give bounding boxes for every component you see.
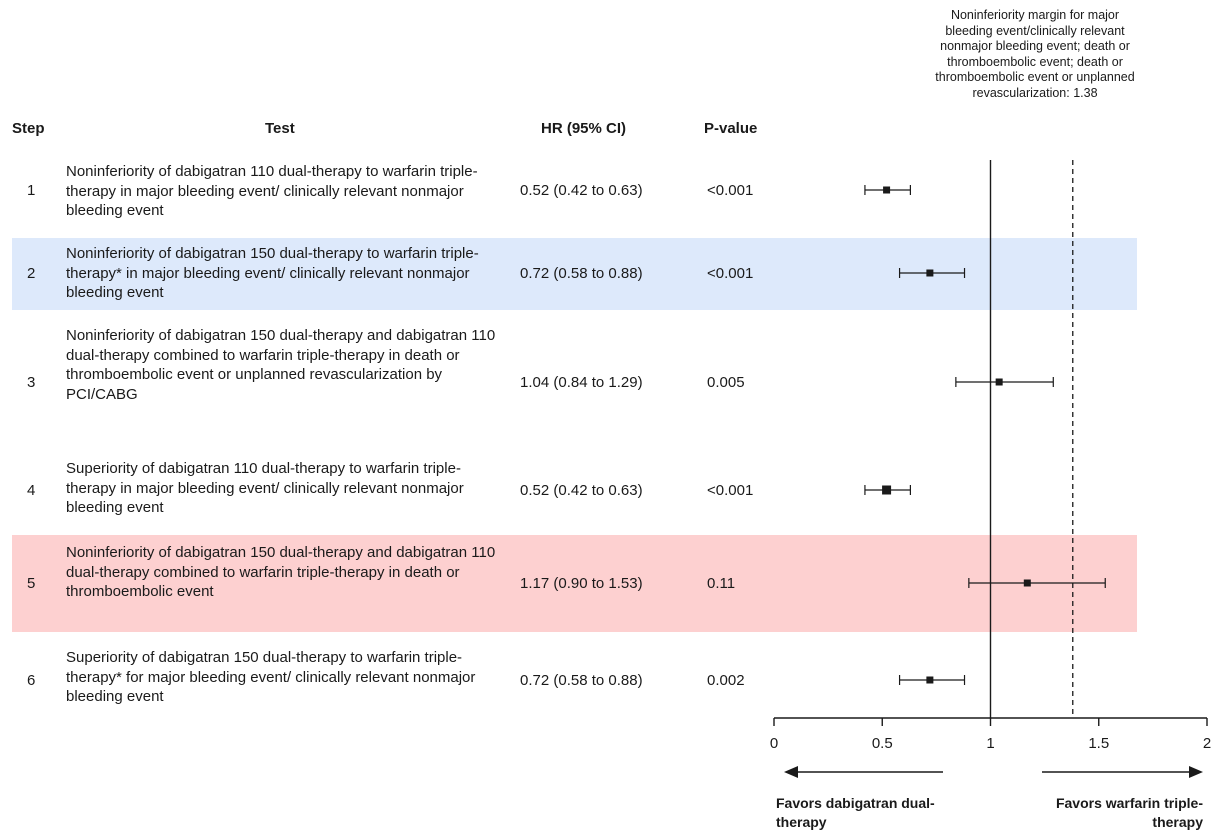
point-estimate <box>926 269 934 277</box>
row-p-value: <0.001 <box>707 482 754 499</box>
row-hr: 1.17 (0.90 to 1.53) <box>520 575 643 592</box>
noninferiority-margin-note: Noninferiority margin for major bleeding… <box>935 8 1135 100</box>
row-hr: 0.52 (0.42 to 0.63) <box>520 182 643 199</box>
row-hr: 0.72 (0.58 to 0.88) <box>520 672 643 689</box>
row-p-value: 0.002 <box>707 672 745 689</box>
row-test: Superiority of dabigatran 110 dual-thera… <box>66 460 464 516</box>
header-step: Step <box>12 120 45 137</box>
row-step: 4 <box>27 482 36 499</box>
row-5-highlight <box>12 535 1137 632</box>
x-tick-label: 1 <box>986 735 994 752</box>
header-p-value: P-value <box>704 120 758 137</box>
row-test: Noninferiority of dabigatran 150 dual-th… <box>66 245 479 301</box>
row-step: 2 <box>27 265 36 282</box>
x-tick-label: 0 <box>770 735 778 752</box>
row-test: Noninferiority of dabigatran 150 dual-th… <box>66 544 496 600</box>
row-2-highlight <box>12 238 1137 310</box>
favors-left-label: Favors dabigatran dual-therapy <box>776 795 935 830</box>
favors-right-arrowhead <box>1189 766 1203 778</box>
point-estimate <box>926 676 934 684</box>
row-p-value: <0.001 <box>707 182 754 199</box>
header-hr: HR (95% CI) <box>541 120 627 137</box>
header-test: Test <box>265 120 295 137</box>
point-estimate <box>995 378 1003 386</box>
row-hr: 0.52 (0.42 to 0.63) <box>520 482 643 499</box>
point-estimate <box>1023 579 1031 587</box>
x-tick-label: 1.5 <box>1088 735 1109 752</box>
row-hr: 0.72 (0.58 to 0.88) <box>520 265 643 282</box>
row-hr: 1.04 (0.84 to 1.29) <box>520 374 643 391</box>
row-p-value: 0.11 <box>707 575 736 592</box>
row-step: 3 <box>27 374 36 391</box>
row-p-value: <0.001 <box>707 265 754 282</box>
point-estimate <box>883 186 891 194</box>
row-step: 5 <box>27 575 36 592</box>
row-test: Noninferiority of dabigatran 150 dual-th… <box>66 327 496 403</box>
row-p-value: 0.005 <box>707 374 745 391</box>
row-step: 6 <box>27 672 36 689</box>
x-tick-label: 0.5 <box>872 735 893 752</box>
row-step: 1 <box>27 182 36 199</box>
favors-left-arrowhead <box>784 766 798 778</box>
row-test: Superiority of dabigatran 150 dual-thera… <box>66 649 476 705</box>
x-tick-label: 2 <box>1203 735 1211 752</box>
favors-right-label: Favors warfarin triple-therapy <box>1055 795 1203 830</box>
row-test: Noninferiority of dabigatran 110 dual-th… <box>66 163 478 219</box>
point-estimate <box>882 485 892 495</box>
